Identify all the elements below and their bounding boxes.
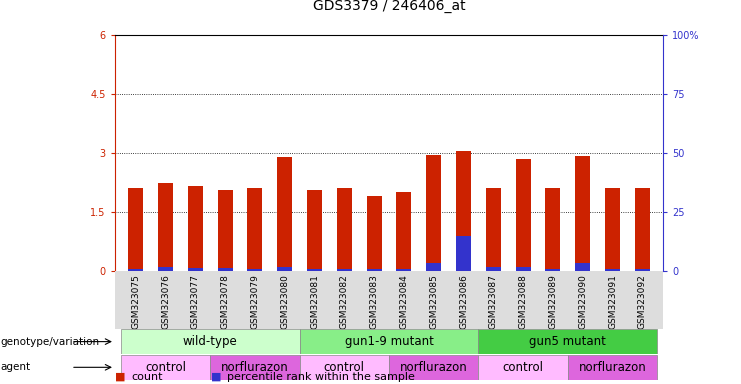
Text: wild-type: wild-type xyxy=(183,335,238,348)
Text: genotype/variation: genotype/variation xyxy=(1,337,100,347)
Text: norflurazon: norflurazon xyxy=(221,361,289,374)
Text: GSM323079: GSM323079 xyxy=(250,274,259,329)
Text: norflurazon: norflurazon xyxy=(579,361,646,374)
Bar xyxy=(635,189,650,271)
Bar xyxy=(367,196,382,271)
Bar xyxy=(158,267,173,271)
Bar xyxy=(516,266,531,271)
Text: GSM323087: GSM323087 xyxy=(489,274,498,329)
Bar xyxy=(396,269,411,271)
Text: GSM323077: GSM323077 xyxy=(191,274,200,329)
Text: count: count xyxy=(131,372,163,382)
Bar xyxy=(486,267,501,271)
Bar xyxy=(337,269,352,271)
Text: GSM323081: GSM323081 xyxy=(310,274,319,329)
Bar xyxy=(605,189,620,271)
Bar xyxy=(299,329,479,354)
Bar xyxy=(575,156,590,271)
Bar xyxy=(210,355,299,380)
Text: GSM323086: GSM323086 xyxy=(459,274,468,329)
Bar xyxy=(299,355,389,380)
Bar xyxy=(456,151,471,271)
Bar xyxy=(545,269,560,271)
Bar xyxy=(218,190,233,271)
Text: GSM323092: GSM323092 xyxy=(638,274,647,329)
Text: GSM323090: GSM323090 xyxy=(578,274,587,329)
Bar xyxy=(337,189,352,271)
Text: GSM323083: GSM323083 xyxy=(370,274,379,329)
Text: percentile rank within the sample: percentile rank within the sample xyxy=(227,372,416,382)
Text: gun5 mutant: gun5 mutant xyxy=(529,335,606,348)
Bar xyxy=(389,355,479,380)
Text: control: control xyxy=(502,361,544,374)
Bar xyxy=(426,155,441,271)
Bar xyxy=(605,269,620,271)
Bar xyxy=(479,355,568,380)
Bar xyxy=(635,269,650,271)
Bar xyxy=(277,266,292,271)
Bar xyxy=(218,268,233,271)
Bar xyxy=(188,187,203,271)
Bar xyxy=(575,263,590,271)
Bar xyxy=(247,189,262,271)
Text: GSM323091: GSM323091 xyxy=(608,274,617,329)
Bar xyxy=(426,263,441,271)
Text: GSM323076: GSM323076 xyxy=(161,274,170,329)
Bar xyxy=(128,189,143,271)
Bar xyxy=(121,329,299,354)
Text: GSM323084: GSM323084 xyxy=(399,274,408,329)
Text: GDS3379 / 246406_at: GDS3379 / 246406_at xyxy=(313,0,465,13)
Bar xyxy=(479,329,657,354)
Text: ■: ■ xyxy=(211,372,222,382)
Text: control: control xyxy=(145,361,186,374)
Text: ■: ■ xyxy=(115,372,125,382)
Bar xyxy=(247,269,262,271)
Text: agent: agent xyxy=(1,362,31,372)
Bar xyxy=(545,189,560,271)
Bar xyxy=(121,355,210,380)
Text: GSM323088: GSM323088 xyxy=(519,274,528,329)
Text: GSM323085: GSM323085 xyxy=(429,274,438,329)
Bar xyxy=(277,157,292,271)
Text: GSM323082: GSM323082 xyxy=(340,274,349,329)
Bar xyxy=(456,236,471,271)
Text: GSM323089: GSM323089 xyxy=(548,274,557,329)
Bar xyxy=(158,182,173,271)
Bar xyxy=(516,159,531,271)
Bar xyxy=(128,269,143,271)
Bar xyxy=(307,190,322,271)
Text: GSM323078: GSM323078 xyxy=(221,274,230,329)
Text: GSM323080: GSM323080 xyxy=(280,274,289,329)
Bar xyxy=(188,268,203,271)
Text: GSM323075: GSM323075 xyxy=(131,274,140,329)
Text: control: control xyxy=(324,361,365,374)
Bar xyxy=(568,355,657,380)
Text: norflurazon: norflurazon xyxy=(400,361,468,374)
Bar xyxy=(307,269,322,271)
Text: gun1-9 mutant: gun1-9 mutant xyxy=(345,335,433,348)
Bar xyxy=(367,269,382,271)
Bar xyxy=(396,192,411,271)
Bar xyxy=(486,189,501,271)
